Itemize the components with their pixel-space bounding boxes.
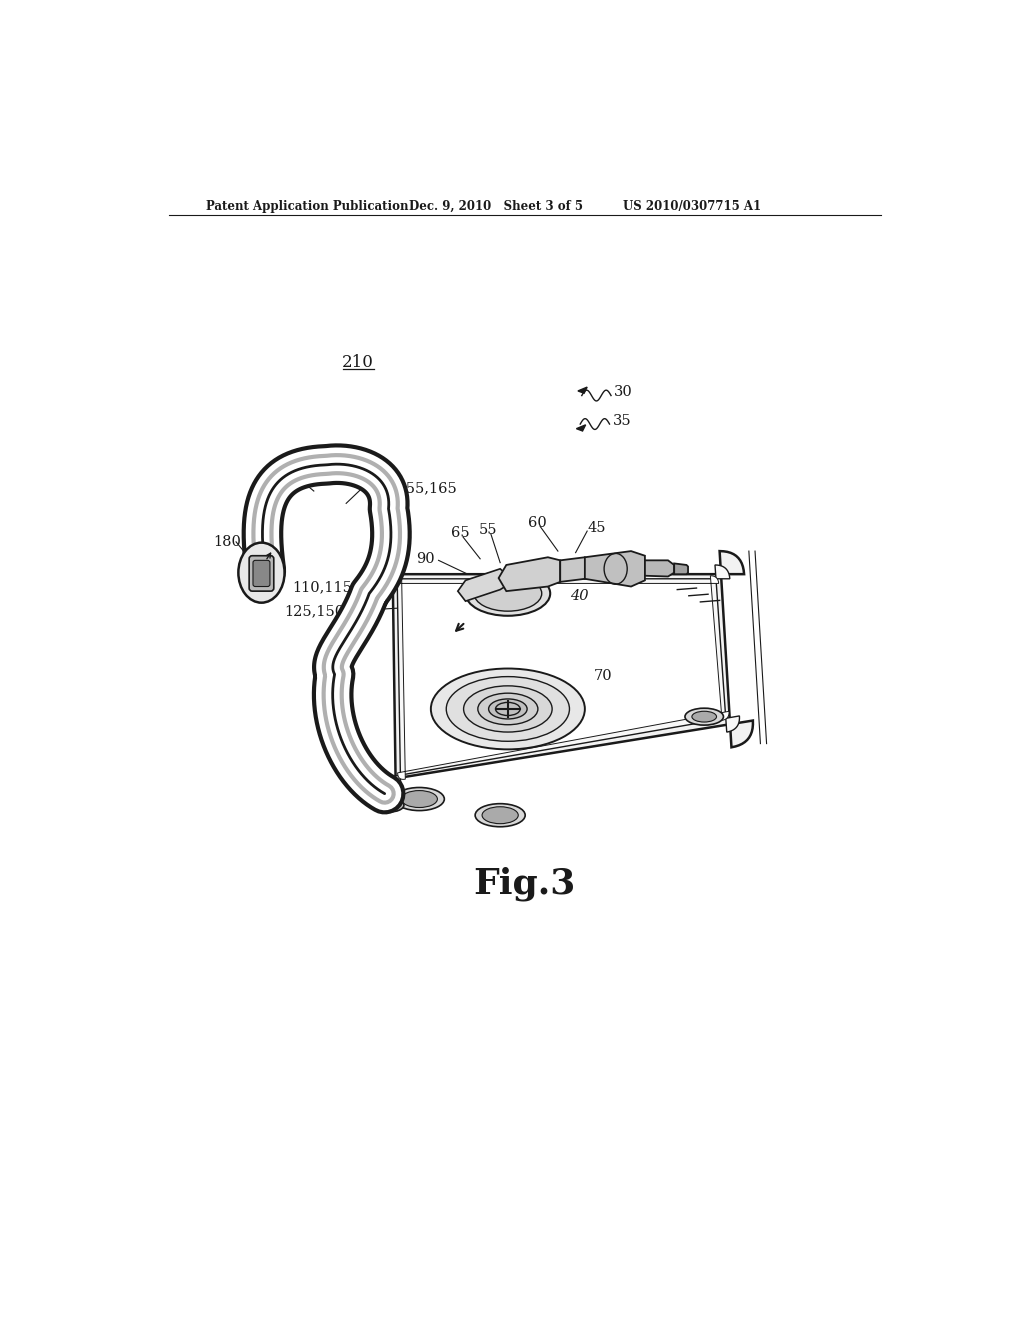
Polygon shape	[560, 557, 591, 582]
Text: 130,155,165: 130,155,165	[364, 480, 457, 495]
Polygon shape	[383, 565, 739, 789]
Text: 160: 160	[265, 465, 293, 479]
Ellipse shape	[401, 791, 437, 808]
Polygon shape	[370, 552, 753, 803]
Text: US 2010/0307715 A1: US 2010/0307715 A1	[624, 199, 762, 213]
Text: 210: 210	[342, 354, 374, 371]
Ellipse shape	[488, 700, 527, 719]
Polygon shape	[585, 552, 645, 586]
Ellipse shape	[475, 804, 525, 826]
Ellipse shape	[478, 693, 538, 725]
Polygon shape	[577, 425, 586, 430]
Polygon shape	[458, 569, 506, 601]
Polygon shape	[578, 387, 587, 393]
Ellipse shape	[394, 788, 444, 810]
Ellipse shape	[466, 572, 550, 616]
Ellipse shape	[474, 576, 542, 611]
Polygon shape	[674, 564, 688, 574]
FancyBboxPatch shape	[249, 556, 273, 591]
Text: —145: —145	[487, 719, 529, 733]
Text: Patent Application Publication: Patent Application Publication	[206, 199, 409, 213]
Ellipse shape	[446, 677, 569, 742]
Ellipse shape	[373, 799, 403, 812]
Text: 65: 65	[451, 527, 469, 540]
Ellipse shape	[692, 711, 717, 722]
Text: 30: 30	[614, 385, 633, 400]
Text: 60: 60	[527, 516, 547, 529]
Text: 55: 55	[478, 523, 497, 536]
Ellipse shape	[685, 708, 724, 725]
Text: 70: 70	[593, 669, 612, 682]
Ellipse shape	[431, 668, 585, 750]
Text: 35: 35	[612, 414, 631, 428]
Text: 125,150: 125,150	[285, 605, 345, 618]
Text: 45: 45	[587, 521, 605, 535]
Ellipse shape	[482, 807, 518, 824]
Text: 110,115: 110,115	[293, 581, 352, 594]
Text: Dec. 9, 2010   Sheet 3 of 5: Dec. 9, 2010 Sheet 3 of 5	[410, 199, 584, 213]
Text: 180: 180	[214, 535, 242, 549]
Text: 85: 85	[547, 690, 565, 705]
Text: 90: 90	[416, 552, 435, 566]
Ellipse shape	[464, 686, 552, 733]
Text: Fig.3: Fig.3	[474, 866, 575, 902]
Ellipse shape	[239, 543, 285, 603]
Text: 40: 40	[570, 589, 589, 603]
Polygon shape	[645, 561, 674, 577]
Polygon shape	[499, 557, 560, 591]
Polygon shape	[394, 576, 729, 779]
FancyBboxPatch shape	[253, 561, 270, 586]
